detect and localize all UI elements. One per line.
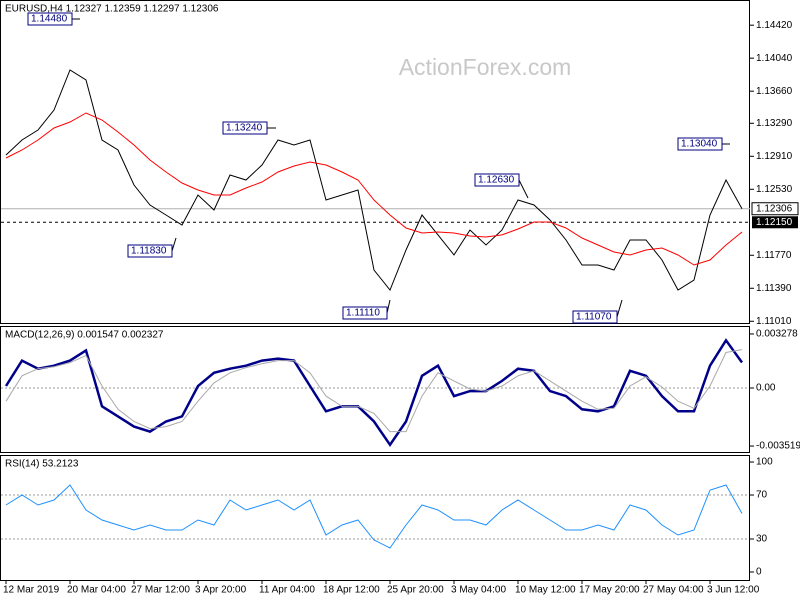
y-tick-label: 0.00 xyxy=(756,383,776,394)
x-tick-label: 27 Mar 12:00 xyxy=(131,585,190,596)
annotation-label: 1.11830 xyxy=(131,246,167,257)
x-tick-label: 20 Mar 04:00 xyxy=(67,585,126,596)
series-line xyxy=(5,484,743,549)
annotation-label: 1.13240 xyxy=(226,123,263,134)
y-tick-label: 30 xyxy=(756,534,768,545)
x-tick-label: 12 Mar 2019 xyxy=(3,585,60,596)
y-tick-label: 0.003278 xyxy=(756,329,798,340)
y-tick-label: 1.14040 xyxy=(756,53,793,64)
annotation-box xyxy=(572,310,618,324)
y-tick-label: 70 xyxy=(756,490,768,501)
x-tick-label: 11 Apr 04:00 xyxy=(259,585,315,596)
annotation-connector xyxy=(616,299,623,318)
annotation-label: 1.11110 xyxy=(346,308,380,319)
x-tick-label: 3 Apr 20:00 xyxy=(195,585,247,596)
annotation-label: 1.13040 xyxy=(681,139,718,150)
y-tick-label: -0.003519 xyxy=(756,441,800,452)
x-tick-label: 18 Apr 12:00 xyxy=(323,585,380,596)
x-tick-label: 3 Jun 12:00 xyxy=(707,585,760,596)
y-tick-label: 1.14420 xyxy=(756,20,793,31)
y-tick-label: 1.13290 xyxy=(756,118,793,129)
y-tick-label: 1.12910 xyxy=(756,151,793,162)
annotation-box xyxy=(222,121,268,135)
annotation-box xyxy=(677,137,723,151)
x-tick-label: 27 May 04:00 xyxy=(643,585,704,596)
annotation-box xyxy=(27,12,73,26)
x-tick-label: 25 Apr 20:00 xyxy=(387,585,444,596)
series-line xyxy=(5,112,743,266)
panel-frame xyxy=(0,0,750,324)
support-label-box xyxy=(752,216,798,229)
panel-frame xyxy=(0,455,750,581)
panel-title: RSI(14) 53.2123 xyxy=(5,459,79,470)
y-tick-label: 1.11010 xyxy=(756,316,792,327)
y-tick-label: 1.13660 xyxy=(756,86,793,97)
y-tick-label: 1.11770 xyxy=(756,250,792,261)
panel-title: EURUSD,H4 1.12327 1.12359 1.12297 1.1230… xyxy=(5,4,219,15)
x-tick-label: 3 May 04:00 xyxy=(451,585,506,596)
annotation-box xyxy=(127,244,173,258)
y-tick-label: 100 xyxy=(756,457,773,468)
annotation-label: 1.14480 xyxy=(31,14,68,25)
series-line xyxy=(5,69,743,291)
annotation-box xyxy=(474,173,520,187)
annotation-label: 1.12630 xyxy=(478,175,515,186)
y-tick-label: 1.11390 xyxy=(756,283,792,294)
series-line xyxy=(4,338,744,448)
x-tick-label: 10 May 12:00 xyxy=(515,585,576,596)
panel-title: MACD(12,26,9) 0.001547 0.002327 xyxy=(5,330,164,341)
y-tick-label: 1.12530 xyxy=(756,184,793,195)
x-tick-label: 17 May 20:00 xyxy=(579,585,640,596)
current-price-box xyxy=(751,202,799,216)
annotation-box xyxy=(342,306,388,320)
panel-frame xyxy=(0,326,750,453)
annotation-connector xyxy=(171,237,177,252)
y-tick-label: 0 xyxy=(756,567,762,578)
current-price-label: 1.12306 xyxy=(756,203,793,214)
watermark: ActionForex.com xyxy=(399,54,572,80)
series-line xyxy=(5,349,743,433)
annotation-label: 1.11070 xyxy=(576,312,612,323)
annotation-connector xyxy=(518,179,529,199)
support-label: 1.12150 xyxy=(756,217,793,228)
